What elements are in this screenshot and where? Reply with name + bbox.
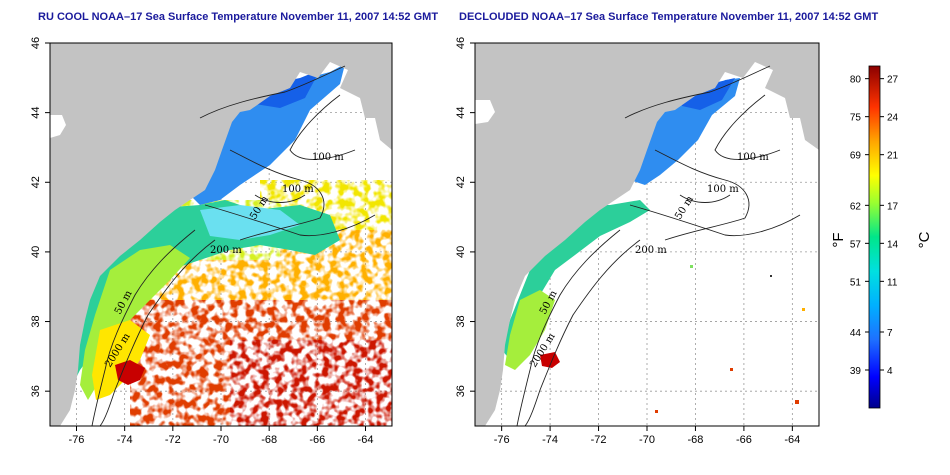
sst-gulf-stream-red xyxy=(540,352,560,368)
temperature-colorbar: 80 27 75 24 69 21 62 17 57 14 51 11 44 7 39 4 °F °C xyxy=(830,65,933,409)
lon-tick-label: -72 xyxy=(165,434,181,446)
fahrenheit-tick-label: 57 xyxy=(850,239,862,250)
fahrenheit-tick-label: 62 xyxy=(850,201,862,212)
sst-slope-yellow xyxy=(92,320,150,400)
celsius-tick-label: 7 xyxy=(887,328,893,339)
sst-shelf-water xyxy=(65,200,340,390)
lon-tick-label: -64 xyxy=(358,434,374,446)
lat-tick-label: 42 xyxy=(30,176,42,188)
sst-map-declouded: 100 m 100 m 50 m 200 m 50 m 2000 m -76 -7… xyxy=(455,37,820,446)
contour-200m xyxy=(204,204,376,237)
lon-tick-label: -68 xyxy=(261,434,277,446)
contour-coast xyxy=(199,65,346,119)
contour-label: 100 m xyxy=(312,152,344,163)
lon-tick-label: -70 xyxy=(213,434,229,446)
fahrenheit-tick-label: 44 xyxy=(850,328,862,339)
celsius-tick-label: 21 xyxy=(887,151,899,162)
lon-tick-label: -64 xyxy=(784,434,800,446)
contour-georges xyxy=(254,194,306,203)
sst-shelf-cyan xyxy=(200,205,300,240)
lon-tick-label: -68 xyxy=(687,434,703,446)
lat-tick-label: 38 xyxy=(30,315,42,327)
lat-tick-label: 44 xyxy=(30,107,42,119)
lon-tick-label: -76 xyxy=(69,434,85,446)
lon-tick-label: -66 xyxy=(309,434,325,446)
fahrenheit-tick-label: 80 xyxy=(850,75,862,86)
lat-tick-label: 40 xyxy=(30,246,42,258)
lon-tick-label: -66 xyxy=(736,434,752,446)
lon-tick-label: -74 xyxy=(117,434,133,446)
fahrenheit-unit-label: °F xyxy=(830,232,847,247)
celsius-tick-label: 4 xyxy=(887,366,893,377)
sst-gulf-stream-red xyxy=(115,360,145,385)
land-mass xyxy=(475,43,819,426)
lake-gap xyxy=(50,115,66,138)
sst-isolated-pixels xyxy=(655,265,805,413)
contour-label: 100 m xyxy=(282,184,314,195)
lat-tick-label: 42 xyxy=(455,176,467,188)
celsius-unit-label: °C xyxy=(916,231,933,248)
contour-2000m xyxy=(524,239,641,426)
lon-tick-label: -76 xyxy=(494,434,510,446)
sst-coldest-patch xyxy=(678,78,735,110)
celsius-tick-label: 24 xyxy=(887,113,899,124)
contour-label: 100 m xyxy=(737,152,769,163)
contour-2000m xyxy=(99,239,216,426)
lon-tick-label: -72 xyxy=(591,434,607,446)
axes-right: -76 -74 -72 -70 -68 -66 -64 46 44 42 40 38 36 xyxy=(455,37,800,446)
lat-tick-label: 46 xyxy=(455,37,467,49)
sst-cold-gulf-maine xyxy=(185,64,345,205)
celsius-tick-label: 17 xyxy=(887,201,899,212)
contour-label: 100 m xyxy=(707,184,739,195)
fahrenheit-tick-label: 39 xyxy=(850,366,862,377)
map-title-left: RU COOL NOAA–17 Sea Surface Temperature … xyxy=(38,11,439,23)
contour-georges xyxy=(679,194,731,203)
land-mass xyxy=(50,43,392,426)
lake-gap xyxy=(475,100,495,124)
celsius-tick-label: 11 xyxy=(887,277,898,288)
contour-100m-a xyxy=(714,94,781,160)
colorbar-ticks: 80 27 75 24 69 21 62 17 57 14 51 11 44 7 39 4 xyxy=(850,75,899,377)
contour-100m-a xyxy=(289,94,356,160)
fahrenheit-tick-label: 75 xyxy=(850,113,862,124)
sst-mid-atlantic-green xyxy=(505,290,555,370)
contour-200m xyxy=(629,204,801,237)
lat-tick-label: 44 xyxy=(455,107,467,119)
lon-tick-label: -74 xyxy=(542,434,558,446)
sst-speckle-warm xyxy=(130,180,392,426)
fahrenheit-tick-label: 51 xyxy=(850,277,862,288)
contour-label: 200 m xyxy=(635,245,667,256)
contour-100m-b xyxy=(229,149,325,241)
lat-tick-label: 36 xyxy=(455,385,467,397)
celsius-tick-label: 14 xyxy=(887,239,899,250)
contour-coast xyxy=(624,65,771,119)
lat-tick-label: 36 xyxy=(30,385,42,397)
colorbar-gradient xyxy=(868,65,881,409)
lon-tick-label: -70 xyxy=(639,434,655,446)
fahrenheit-tick-label: 69 xyxy=(850,151,862,162)
lat-tick-label: 40 xyxy=(455,246,467,258)
sst-map-raw: 100 m 100 m 50 m 200 m 50 m 2000 m -76 -7… xyxy=(30,37,393,446)
lat-tick-label: 38 xyxy=(455,315,467,327)
map-title-right: DECLOUDED NOAA–17 Sea Surface Temperatur… xyxy=(459,11,879,23)
contour-shelf-break xyxy=(91,229,196,426)
contour-label: 200 m xyxy=(210,245,242,256)
celsius-tick-label: 27 xyxy=(887,75,899,86)
axes-left: -76 -74 -72 -70 -68 -66 -64 46 44 42 40 38 36 xyxy=(30,37,374,446)
lat-tick-label: 46 xyxy=(30,37,42,49)
contour-100m-b xyxy=(654,149,750,241)
contour-shelf-break xyxy=(516,229,621,426)
